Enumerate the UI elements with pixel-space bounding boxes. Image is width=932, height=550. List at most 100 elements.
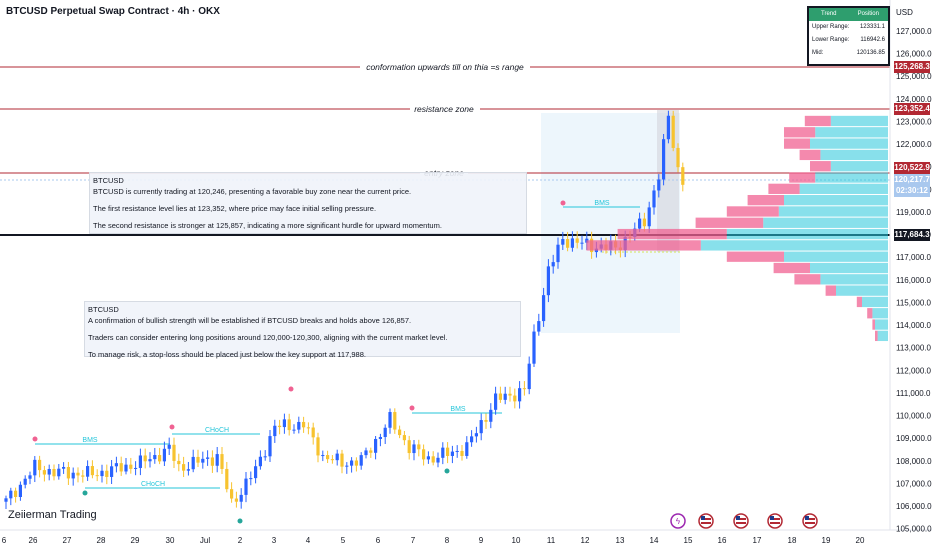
candle-body [316, 437, 320, 456]
time-tick: 13 [616, 536, 625, 545]
flash-icon[interactable]: ϟ [670, 513, 686, 529]
candle-body [542, 295, 546, 322]
price-tick: 108,000.0 [896, 457, 932, 466]
candle-body [417, 444, 421, 450]
profile-bar-up [830, 115, 888, 127]
profile-bar-up [877, 330, 888, 342]
candle-body [465, 442, 469, 456]
candle-body [383, 427, 387, 438]
choch-label-1: CHoCH [205, 427, 229, 434]
profile-bar-up [820, 274, 888, 285]
candle-body [374, 438, 378, 453]
profile-bar-up [836, 285, 888, 296]
us-flag-icon[interactable] [767, 513, 783, 529]
candle-body [330, 459, 334, 461]
profile-bar-up [830, 161, 888, 172]
candle-body [182, 464, 186, 471]
time-tick: 14 [650, 536, 659, 545]
candle-body [364, 450, 368, 456]
candle-body [527, 363, 531, 390]
candle-body [556, 244, 560, 263]
time-tick: 3 [272, 536, 277, 545]
profile-bar-down [799, 149, 821, 161]
candle-body [460, 450, 464, 456]
candle-body [143, 455, 147, 462]
candle-body [474, 433, 478, 437]
price-tick: 122,000.0 [896, 140, 932, 149]
profile-bar-up [875, 319, 888, 330]
trend-header: Trend [821, 11, 837, 17]
candle-body [172, 444, 176, 461]
time-tick: 20 [856, 536, 865, 545]
box-heading: BTCUSD [93, 176, 124, 185]
candle-body [537, 321, 541, 332]
price-tick: 111,000.0 [896, 389, 931, 398]
entry-price-label: 120,522.9 [894, 162, 930, 174]
profile-bar-down [773, 262, 810, 274]
candle-body [498, 393, 502, 400]
profile-bar-up [862, 296, 888, 308]
candle-body [450, 451, 454, 456]
profile-bar-down [804, 115, 831, 127]
candle-body [479, 420, 483, 434]
candle-body [42, 470, 46, 475]
us-flag-icon[interactable] [698, 513, 714, 529]
price-axis[interactable]: 127,000.0126,000.0125,000.0124,000.0123,… [896, 27, 932, 534]
table-row: Lower Range: 116942.6 [812, 37, 885, 43]
candle-body [321, 455, 325, 457]
candle-body [522, 388, 526, 390]
profile-bar-down [784, 127, 816, 138]
time-tick: 4 [306, 536, 311, 545]
profile-bar-down [867, 308, 873, 319]
time-tick: 9 [479, 536, 484, 545]
candle-body [158, 455, 162, 462]
swing-high-marker [288, 386, 294, 392]
price-tick: 124,000.0 [896, 95, 932, 104]
profile-bar-down [586, 240, 701, 251]
time-axis[interactable]: 6 26 27 28 29 30 Jul 2 3 4 5 6 7 8 9 10 11 12 13 14 15 16 17 18… [2, 536, 865, 545]
candle-body [676, 147, 680, 168]
candle-body [470, 436, 474, 443]
analysis-text-box-1[interactable]: BTCUSD BTCUSD is currently trading at 12… [89, 172, 527, 234]
candle-body [201, 458, 205, 463]
countdown-label: 02:30:12 [894, 185, 930, 197]
candle-body [297, 421, 301, 430]
us-flag-icon[interactable] [802, 513, 818, 529]
analysis-text-box-2[interactable]: BTCUSD A confirmation of bullish strengt… [84, 301, 521, 359]
profile-bar-down [768, 183, 800, 194]
box-line: A confirmation of bullish strength will … [88, 316, 412, 325]
candle-body [446, 447, 450, 456]
candle-body [422, 449, 426, 460]
bms-label-2: BMS [450, 406, 466, 413]
candle-body [100, 470, 104, 477]
candle-body [671, 115, 675, 148]
candle-body [302, 421, 306, 428]
candle-body [350, 460, 354, 466]
candle-body [359, 455, 363, 466]
candle-body [494, 393, 498, 410]
candle-body [138, 455, 142, 468]
swing-low-marker [444, 468, 450, 474]
time-tick: 28 [97, 536, 106, 545]
candle-body [652, 190, 656, 208]
price-tick: 110,000.0 [896, 412, 932, 421]
candle-body [105, 470, 109, 477]
candle-body [215, 454, 219, 466]
candle-body [249, 478, 253, 480]
resistance-label: resistance zone [414, 104, 474, 114]
table-row: Upper Range: 123331.1 [812, 24, 885, 30]
us-flag-icon[interactable] [733, 513, 749, 529]
profile-bar-up [778, 206, 888, 217]
candle-body [23, 478, 27, 485]
candle-body [532, 331, 536, 364]
swing-high-marker [409, 405, 415, 411]
current-price-label: 120,217.7 [894, 174, 930, 186]
candle-body [402, 435, 406, 441]
candle-body [513, 395, 517, 402]
candle-body [239, 494, 243, 502]
box-line: The first resistance level lies at 123,3… [93, 204, 377, 213]
candle-body [162, 448, 166, 462]
time-tick: 17 [753, 536, 762, 545]
box-line: To manage risk, a stop-loss should be pl… [88, 350, 366, 359]
